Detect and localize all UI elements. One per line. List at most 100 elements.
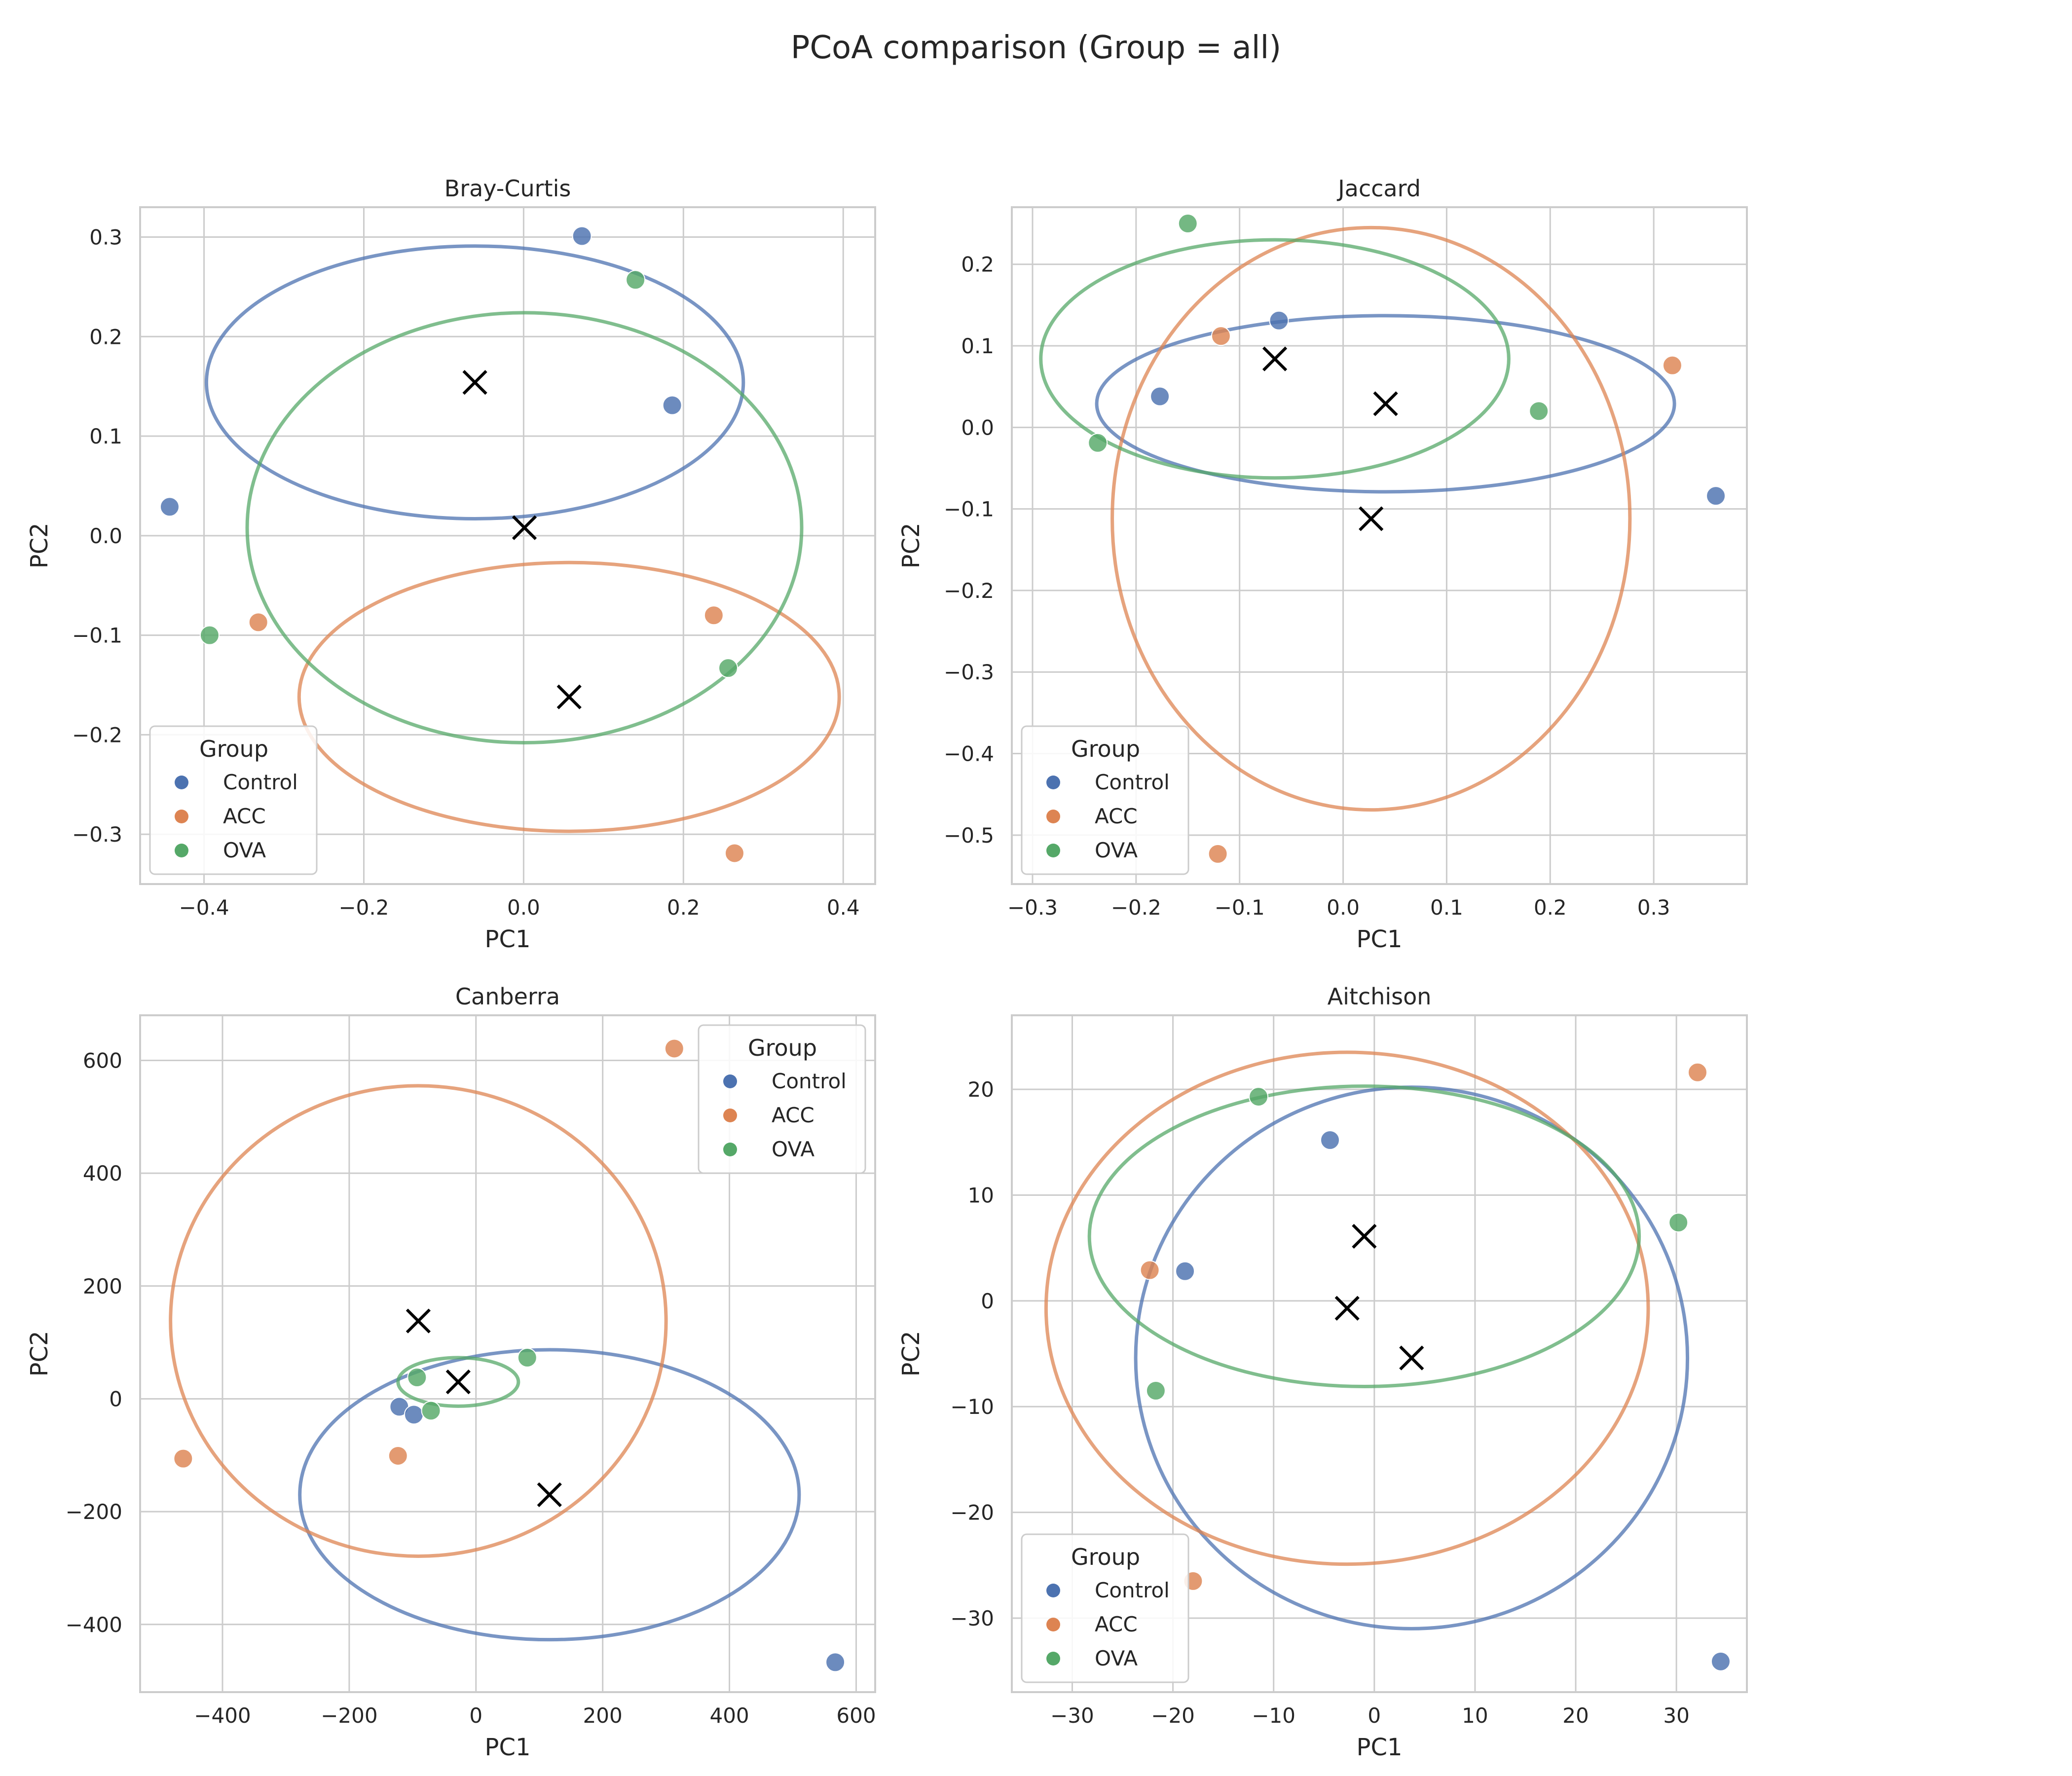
legend-label-control: Control — [772, 1069, 847, 1093]
confidence-ellipse-control — [298, 1348, 801, 1642]
plot-frame — [1011, 1014, 1748, 1693]
data-point-acc — [724, 843, 744, 863]
legend: Group Control ACC OVA — [149, 725, 318, 875]
y-tick-label: 0 — [109, 1387, 122, 1411]
legend-box — [1021, 725, 1189, 875]
centroid-marker-acc — [1359, 506, 1384, 531]
legend-label-ova: OVA — [1095, 838, 1138, 862]
data-point-ova — [1249, 1087, 1269, 1107]
x-axis-label: PC1 — [1357, 925, 1403, 953]
data-point-control — [1150, 386, 1170, 407]
x-tick-label: 0.0 — [507, 895, 540, 920]
x-tick-label: 0.1 — [1430, 895, 1463, 920]
centroid-marker-ova — [1262, 346, 1288, 371]
x-tick-label: 20 — [1562, 1703, 1589, 1728]
figure-suptitle: PCoA comparison (Group = all) — [791, 30, 1281, 66]
legend-marker-ova — [175, 844, 188, 857]
data-point-control — [1320, 1130, 1340, 1150]
legend-title: Group — [1071, 736, 1140, 762]
centroid-marker-acc — [1334, 1295, 1360, 1321]
y-tick-label: −0.4 — [944, 742, 994, 766]
panel-title: Bray-Curtis — [444, 175, 571, 202]
y-tick-label: 200 — [83, 1274, 122, 1298]
panel-canberra: −400 −200 0 200 400 600 −400 −200 0 200 400 600 Canb… — [26, 983, 876, 1761]
data-point-acc — [1140, 1260, 1160, 1280]
x-tick-label: −0.2 — [1111, 895, 1161, 920]
legend-label-control: Control — [1095, 770, 1170, 794]
x-tick-label: −10 — [1252, 1703, 1295, 1728]
legend-marker-acc — [1046, 1618, 1060, 1631]
y-tick-label: −0.1 — [72, 624, 122, 648]
y-tick-label: −0.2 — [944, 579, 994, 603]
data-point-control — [159, 497, 180, 517]
legend-marker-control — [1046, 776, 1060, 789]
y-tick-label: 0.1 — [961, 334, 994, 358]
legend-marker-control — [175, 776, 188, 789]
legend-label-acc: ACC — [1095, 1612, 1138, 1636]
y-tick-label: 0.3 — [89, 225, 122, 250]
y-tick-label: −0.3 — [72, 822, 122, 847]
y-tick-label: −0.1 — [944, 497, 994, 521]
confidence-ellipse-acc — [169, 1084, 668, 1558]
panel-aitchison: −30 −20 −10 0 10 20 30 −30 −20 −10 0 10 20 Aitchison P… — [897, 983, 1748, 1761]
data-point-acc — [173, 1448, 193, 1469]
x-tick-label: 0.2 — [667, 895, 700, 920]
x-tick-label: −30 — [1050, 1703, 1094, 1728]
centroid-marker-control — [1399, 1345, 1424, 1370]
confidence-ellipse-control — [1095, 314, 1676, 494]
plot-contents — [159, 226, 841, 863]
confidence-ellipse-control — [204, 244, 745, 521]
legend-label-acc: ACC — [223, 804, 266, 828]
data-point-ova — [1088, 433, 1108, 453]
x-tick-label: 0.2 — [1534, 895, 1567, 920]
legend-label-control: Control — [223, 770, 298, 794]
legend-marker-acc — [723, 1109, 737, 1122]
legend-marker-ova — [723, 1143, 737, 1156]
legend-marker-control — [723, 1074, 737, 1088]
panel-title: Aitchison — [1328, 983, 1432, 1010]
data-point-ova — [199, 625, 220, 645]
legend-label-ova: OVA — [1095, 1646, 1138, 1670]
legend-label-acc: ACC — [772, 1103, 814, 1127]
data-point-ova — [1178, 214, 1198, 234]
y-tick-label: −10 — [950, 1395, 994, 1419]
data-point-acc — [248, 612, 268, 632]
y-axis-label: PC2 — [897, 523, 925, 569]
x-axis-label: PC1 — [485, 1734, 531, 1761]
panel-bray-curtis: −0.4 −0.2 0.0 0.2 0.4 −0.3 −0.2 −0.1 0.0 0.1 0.2 0.… — [26, 175, 876, 953]
x-tick-label: 0.3 — [1637, 895, 1670, 920]
legend-label-ova: OVA — [772, 1137, 814, 1161]
legend-marker-control — [1046, 1584, 1060, 1597]
data-point-control — [404, 1405, 424, 1425]
y-tick-label: 20 — [968, 1077, 994, 1102]
centroid-marker-ova — [1352, 1223, 1377, 1249]
legend-marker-acc — [1046, 810, 1060, 823]
x-tick-label: −200 — [321, 1703, 377, 1728]
y-tick-label: 400 — [83, 1161, 122, 1185]
data-point-ova — [718, 658, 738, 678]
y-tick-label: −0.5 — [944, 823, 994, 848]
data-point-ova — [1668, 1213, 1689, 1233]
confidence-ellipse-ova — [245, 311, 804, 744]
centroid-marker-acc — [406, 1308, 431, 1333]
legend-marker-ova — [1046, 844, 1060, 857]
x-tick-label: 0.0 — [1327, 895, 1360, 920]
data-point-acc — [1208, 844, 1228, 864]
data-point-acc — [1662, 355, 1682, 375]
x-tick-label: −20 — [1151, 1703, 1195, 1728]
panel-title: Canberra — [455, 983, 560, 1010]
y-tick-label: 0.0 — [961, 415, 994, 440]
data-point-control — [1706, 486, 1726, 506]
legend-label-ova: OVA — [223, 838, 266, 862]
x-tick-label: −400 — [194, 1703, 251, 1728]
plot-contents — [1044, 1050, 1731, 1671]
x-tick-label: 400 — [709, 1703, 749, 1728]
y-tick-label: −400 — [66, 1613, 122, 1637]
data-point-acc — [703, 605, 724, 626]
y-tick-label: 0.2 — [961, 253, 994, 277]
confidence-ellipse-ova — [1087, 1084, 1641, 1388]
centroid-marker-acc — [556, 684, 582, 709]
legend: Group Control ACC OVA — [698, 1024, 866, 1174]
legend-box — [149, 725, 318, 875]
